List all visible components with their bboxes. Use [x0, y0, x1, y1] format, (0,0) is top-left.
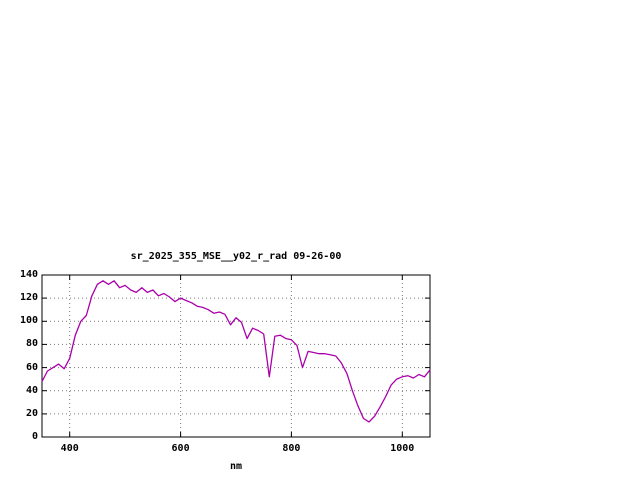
y-axis-tick-labels: 0 20 40 60 80 100 120 140 — [8, 0, 38, 480]
y-tick-label: 60 — [25, 361, 38, 373]
y-tick-label: 80 — [25, 338, 38, 350]
chart-title: sr_2025_355_MSE__y02_r_rad 09-26-00 — [130, 251, 342, 262]
x-tick-label: 800 — [282, 443, 301, 454]
x-tick-label: 1000 — [390, 443, 415, 454]
x-axis-tick-labels: 400 600 800 1000 — [0, 443, 640, 457]
y-tick-label: 40 — [25, 384, 38, 396]
y-tick-label: 120 — [19, 292, 38, 304]
y-tick-label: 0 — [31, 431, 38, 442]
x-tick-label: 400 — [60, 443, 79, 454]
x-tick-label: 600 — [171, 443, 190, 454]
y-tick-label: 100 — [19, 315, 38, 327]
y-tick-label: 20 — [25, 407, 38, 419]
x-axis-label: nm — [229, 461, 243, 472]
y-tick-label: 140 — [19, 269, 38, 280]
